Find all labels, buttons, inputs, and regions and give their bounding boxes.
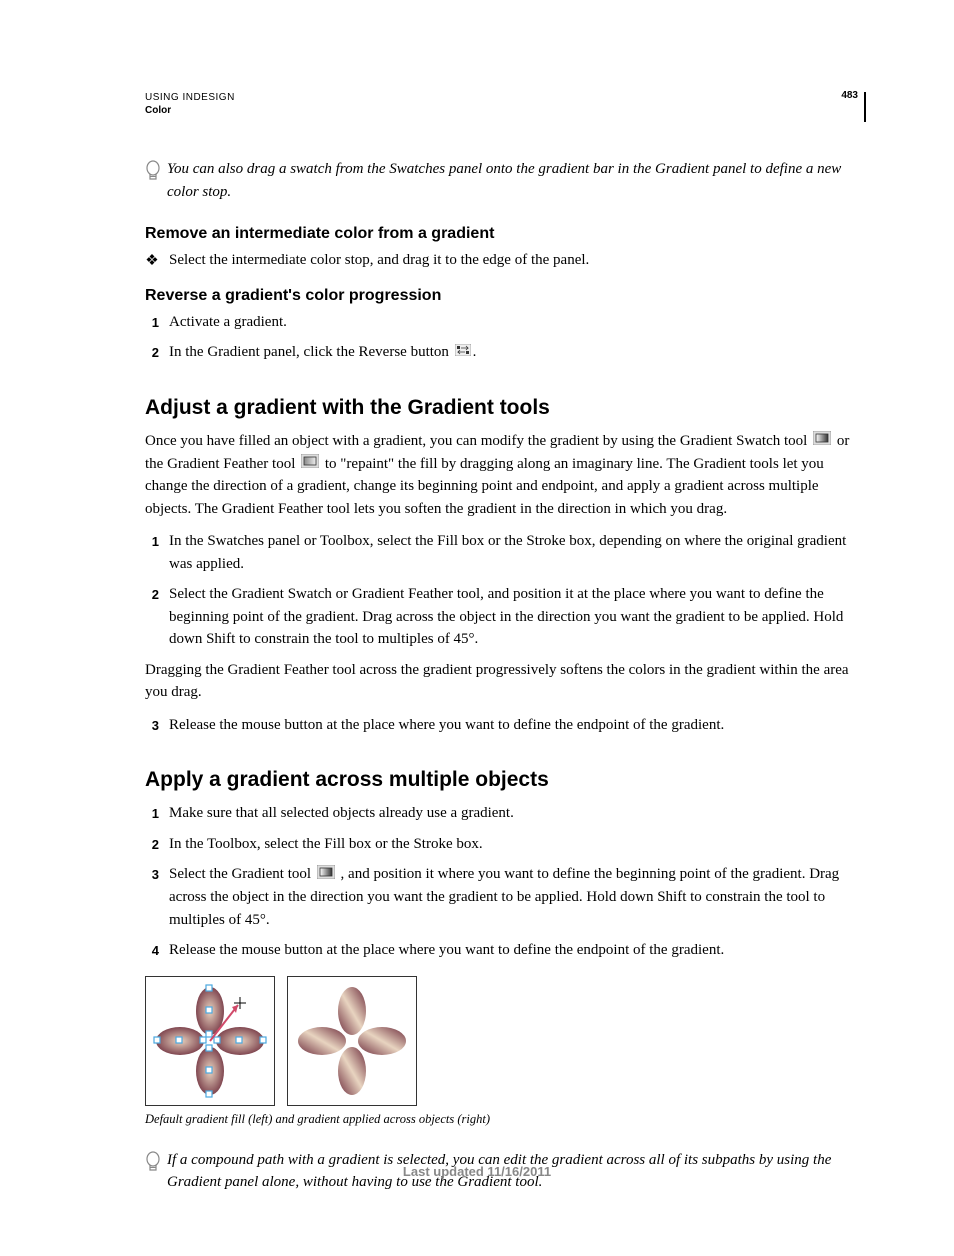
- step-number: 4: [145, 941, 159, 961]
- doc-title: USING INDESIGN: [145, 90, 858, 105]
- step-text: Make sure that all selected objects alre…: [169, 802, 514, 825]
- section-name: Color: [145, 105, 858, 116]
- tip-text: You can also drag a swatch from the Swat…: [167, 158, 858, 203]
- figure-container: [145, 976, 858, 1106]
- tip-callout: You can also drag a swatch from the Swat…: [145, 158, 858, 203]
- lightbulb-icon: [145, 160, 161, 189]
- mid-paragraph: Dragging the Gradient Feather tool acros…: [145, 659, 858, 704]
- page-header: USING INDESIGN Color 483: [145, 90, 858, 116]
- step-number: 2: [145, 835, 159, 855]
- gradient-swatch-tool-icon: [813, 430, 831, 453]
- intro-paragraph: Once you have filled an object with a gr…: [145, 430, 858, 521]
- step-number: 1: [145, 313, 159, 333]
- page-number: 483: [841, 90, 858, 101]
- figure-right: [287, 976, 417, 1106]
- step-item: 3 Release the mouse button at the place …: [145, 714, 858, 737]
- bullet-text: Select the intermediate color stop, and …: [169, 249, 589, 272]
- step-text: Release the mouse button at the place wh…: [169, 714, 724, 737]
- step-number: 2: [145, 343, 159, 363]
- step-item: 1 Activate a gradient.: [145, 311, 858, 334]
- header-rule: [864, 92, 866, 122]
- step-text: Activate a gradient.: [169, 311, 287, 334]
- step-item: 2 In the Toolbox, select the Fill box or…: [145, 833, 858, 856]
- figure-left: [145, 976, 275, 1106]
- page: USING INDESIGN Color 483 You can also dr…: [0, 0, 954, 1256]
- step-item: 2 In the Gradient panel, click the Rever…: [145, 341, 858, 364]
- step-text: In the Toolbox, select the Fill box or t…: [169, 833, 483, 856]
- step-text: In the Swatches panel or Toolbox, select…: [169, 530, 858, 575]
- bullet-item: ❖ Select the intermediate color stop, an…: [145, 249, 858, 273]
- step-number: 3: [145, 865, 159, 885]
- gradient-tool-icon: [317, 864, 335, 887]
- step-item: 1 In the Swatches panel or Toolbox, sele…: [145, 530, 858, 575]
- bullet-marker: ❖: [145, 250, 159, 273]
- step-text: Release the mouse button at the place wh…: [169, 939, 724, 962]
- step-text: In the Gradient panel, click the Reverse…: [169, 341, 476, 364]
- step-number: 2: [145, 585, 159, 605]
- heading-reverse: Reverse a gradient's color progression: [145, 287, 858, 305]
- step-item: 4 Release the mouse button at the place …: [145, 939, 858, 962]
- step-item: 1 Make sure that all selected objects al…: [145, 802, 858, 825]
- figure-caption: Default gradient fill (left) and gradien…: [145, 1112, 858, 1127]
- page-footer: Last updated 11/16/2011: [0, 1164, 954, 1179]
- heading-adjust: Adjust a gradient with the Gradient tool…: [145, 396, 858, 420]
- gradient-feather-tool-icon: [301, 453, 319, 476]
- content-area: You can also drag a swatch from the Swat…: [145, 90, 858, 1194]
- reverse-button-icon: [455, 341, 471, 364]
- step-item: 2 Select the Gradient Swatch or Gradient…: [145, 583, 858, 651]
- step-number: 1: [145, 532, 159, 552]
- step-number: 1: [145, 804, 159, 824]
- heading-apply: Apply a gradient across multiple objects: [145, 768, 858, 792]
- step-item: 3 Select the Gradient tool , and positio…: [145, 863, 858, 931]
- step-text: Select the Gradient tool , and position …: [169, 863, 858, 931]
- step-text: Select the Gradient Swatch or Gradient F…: [169, 583, 858, 651]
- heading-remove: Remove an intermediate color from a grad…: [145, 225, 858, 243]
- step-number: 3: [145, 716, 159, 736]
